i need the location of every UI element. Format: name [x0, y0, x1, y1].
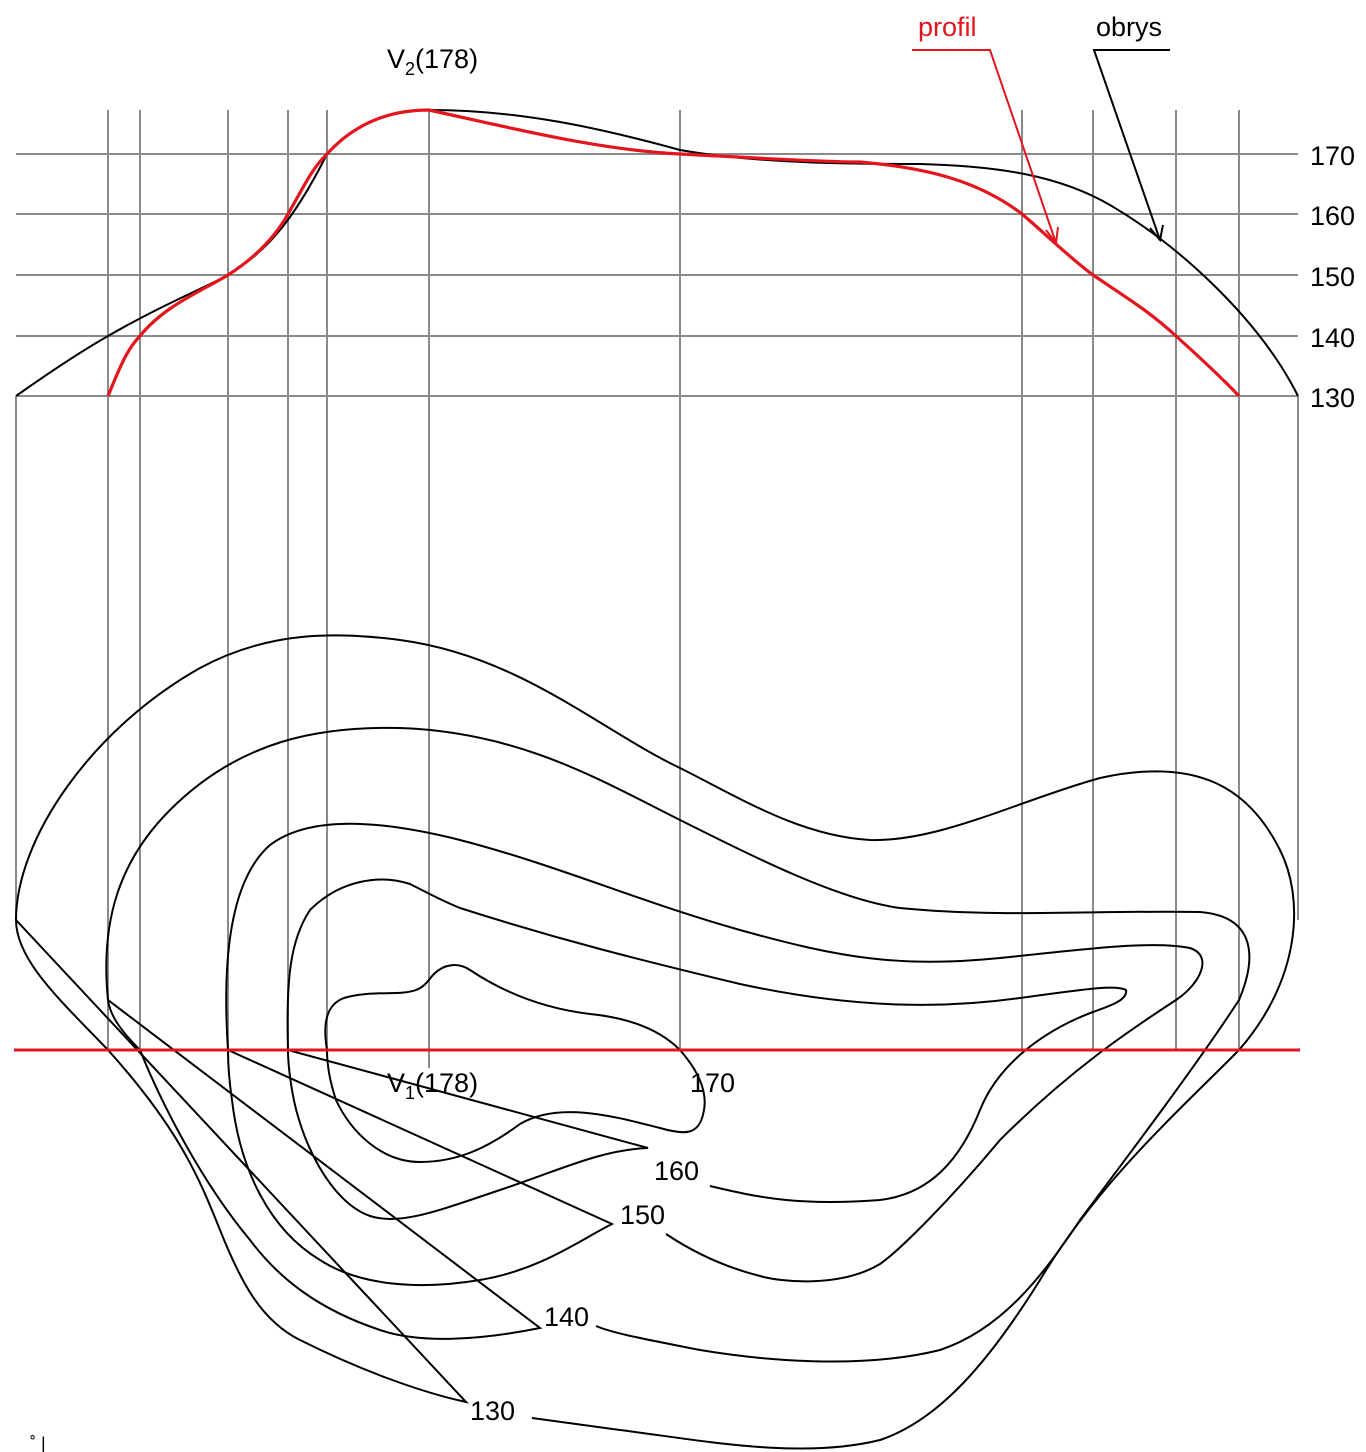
corner-mark: ˚ | [30, 1434, 46, 1452]
elevation-label: 170 [1310, 141, 1355, 171]
peak-value: (178) [415, 44, 478, 74]
contour-label: 130 [470, 1396, 515, 1426]
peak-name: V [387, 44, 405, 74]
profile-leader [912, 49, 1057, 244]
contour-map [14, 634, 1296, 1450]
profile-curve [106, 108, 1241, 398]
contour-label: 140 [544, 1302, 589, 1332]
contour-label: 150 [620, 1200, 665, 1230]
contour-170 [324, 964, 706, 1164]
map-peak-label: V1(178) [387, 1068, 478, 1103]
contour-160 [286, 878, 1128, 1220]
elevation-label: 140 [1310, 323, 1355, 353]
contour-label: 160 [654, 1156, 699, 1186]
contour-label: 170 [690, 1068, 735, 1098]
contour-140 [105, 726, 1251, 1363]
elevation-label: 130 [1310, 383, 1355, 413]
outline-leader [1092, 49, 1170, 241]
elevation-scale: 170 160 150 140 130 [1310, 141, 1355, 413]
elevation-lines [16, 153, 1298, 397]
elevation-label: 150 [1310, 262, 1355, 292]
peak-name: V [387, 1068, 405, 1098]
projection-lines [15, 110, 1299, 1068]
peak-value: (178) [415, 1068, 478, 1098]
peak-subscript: 1 [405, 1083, 415, 1103]
profile-peak-label: V2(178) [387, 44, 478, 79]
contour-150 [225, 822, 1204, 1287]
outline-legend-label: obrys [1096, 12, 1162, 42]
profile-legend-label: profil [918, 12, 977, 42]
contour-130 [14, 634, 1296, 1450]
profile-leader-arrowhead [1045, 226, 1059, 246]
outline-leader-arrowhead [1149, 224, 1164, 243]
peak-subscript: 2 [405, 59, 415, 79]
elevation-label: 160 [1310, 201, 1355, 231]
outline-curve [15, 108, 1299, 397]
